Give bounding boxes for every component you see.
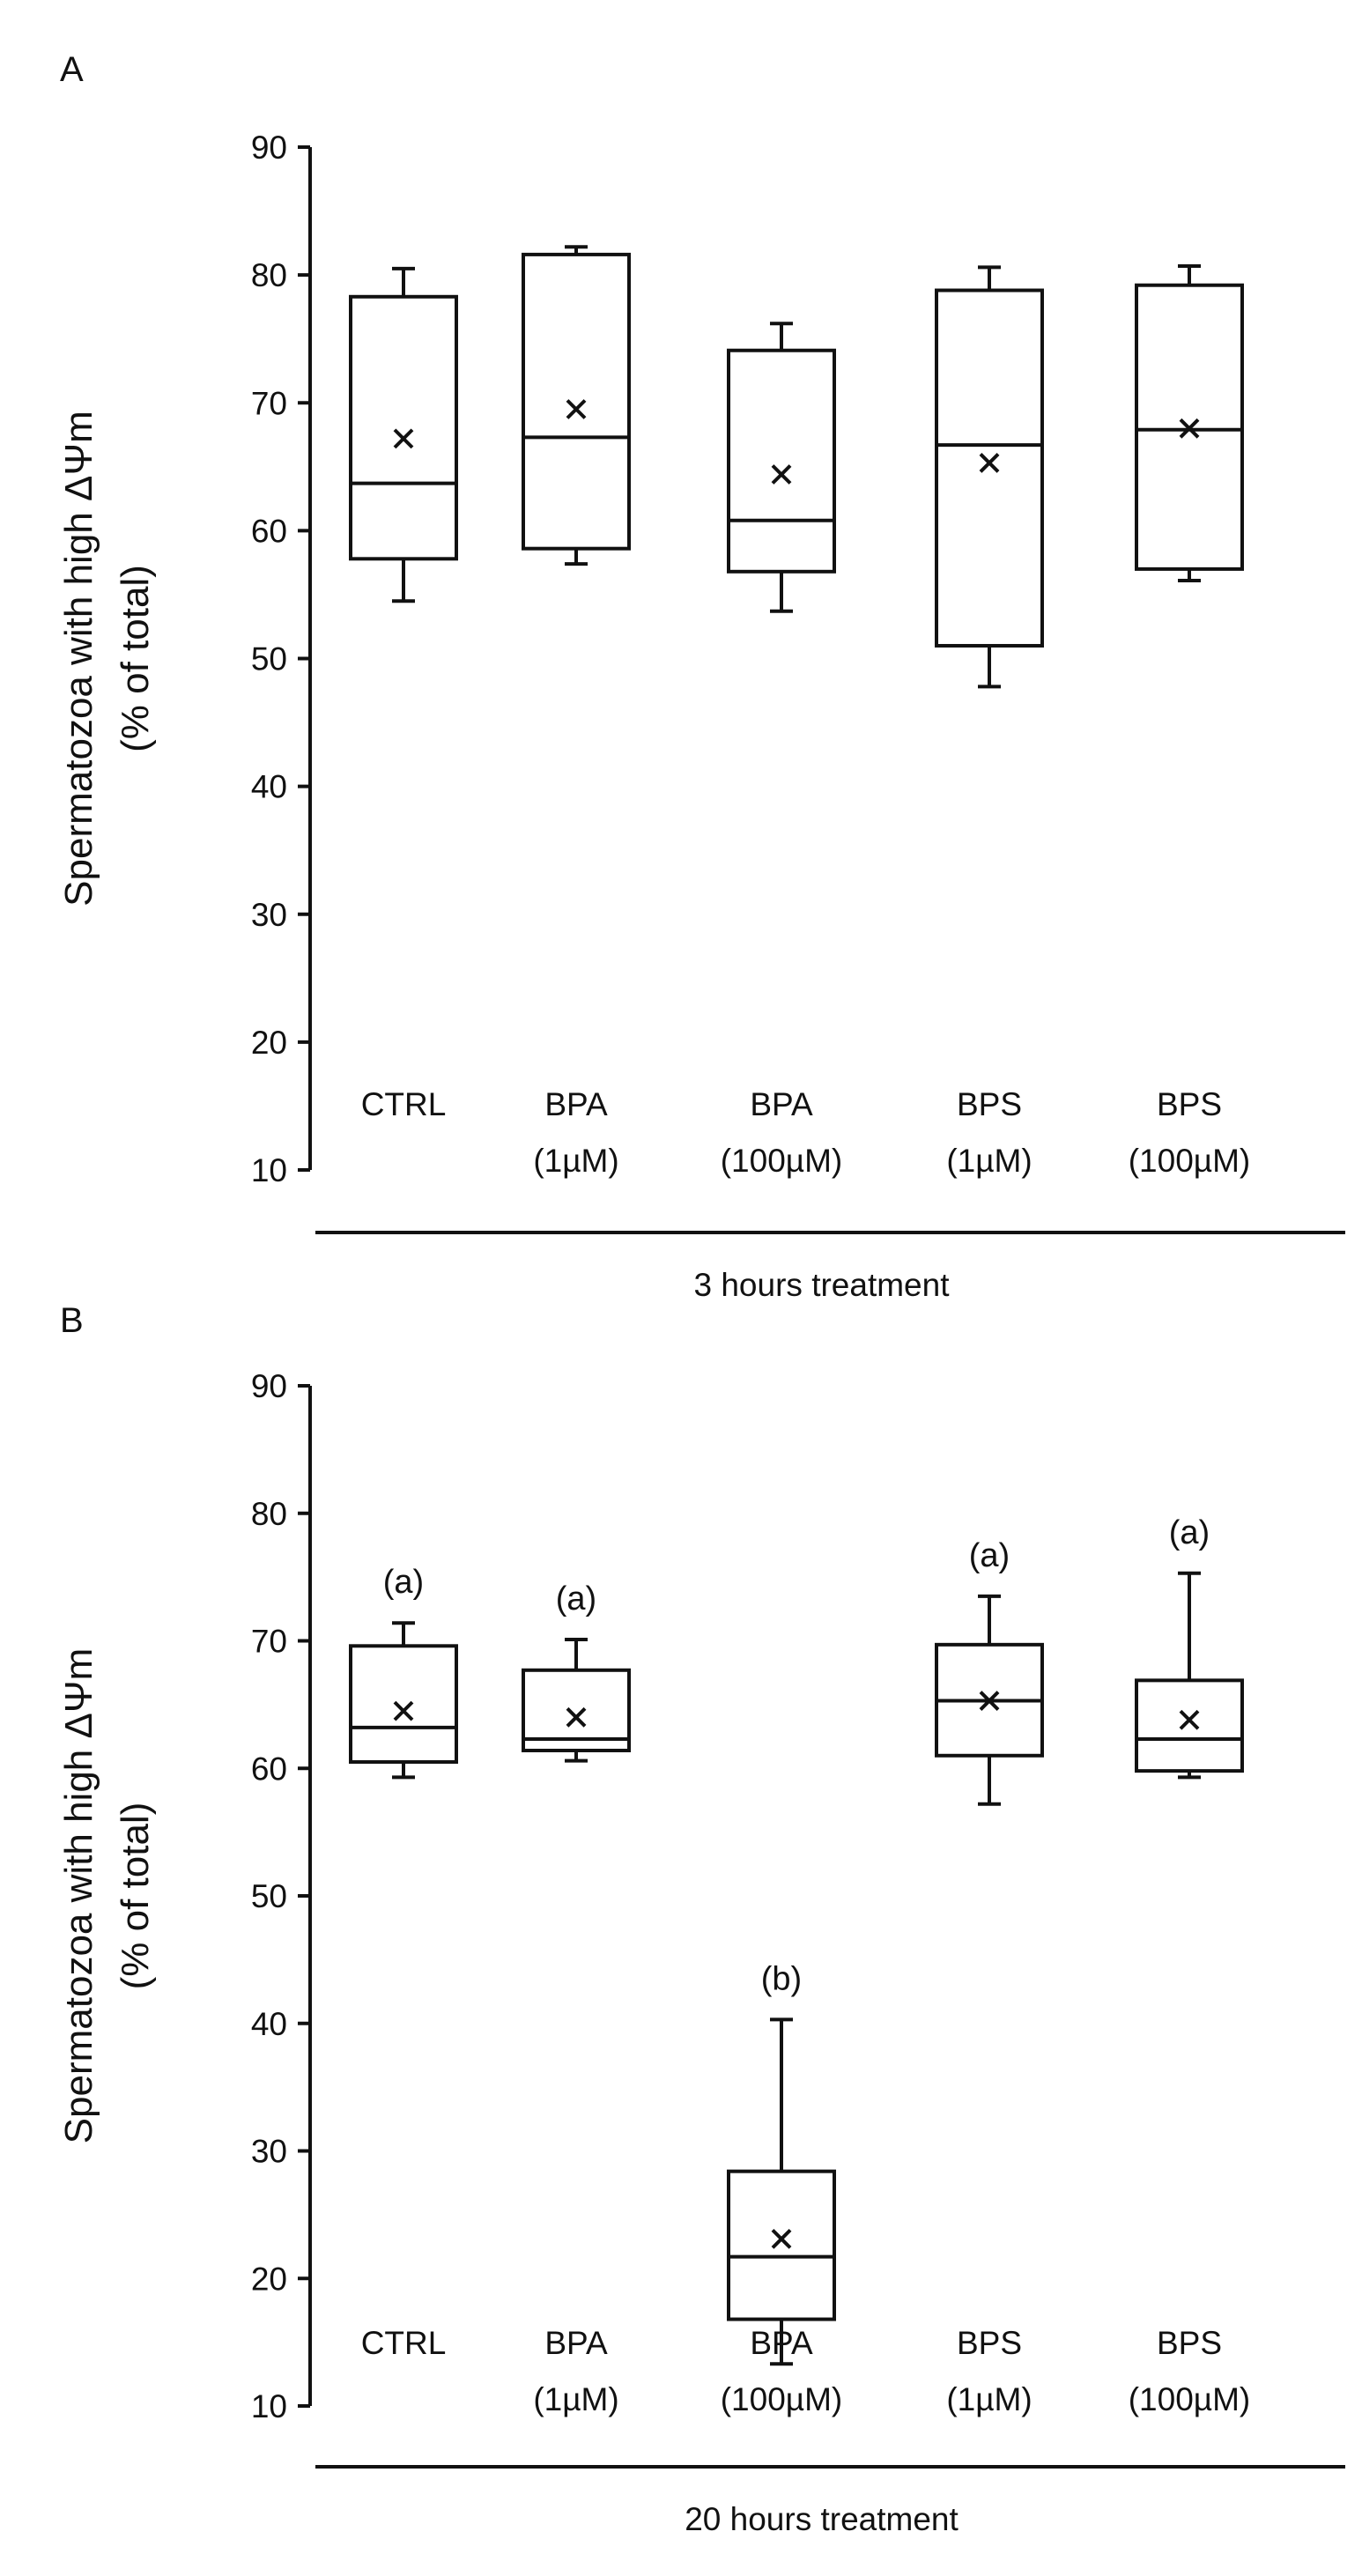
panel-1-box-0-mean-marker bbox=[393, 1700, 414, 1721]
panel-1-box-3-mean-marker bbox=[979, 1691, 1000, 1711]
panel-1-box-1-iqr bbox=[522, 1668, 631, 1752]
panel-0-category-3-line2: (1µM) bbox=[946, 1143, 1032, 1179]
panel-0-ytick-label-30: 30 bbox=[251, 897, 287, 933]
panel-1-box-2-significance: (b) bbox=[761, 1960, 802, 1997]
panel-0-category-4-line2: (100µM) bbox=[1129, 1143, 1251, 1179]
panel-1-box-0-iqr bbox=[349, 1644, 458, 1765]
panel-1-category-3-line2: (1µM) bbox=[946, 2381, 1032, 2417]
panel-1-box-1-mean-marker bbox=[566, 1706, 587, 1728]
panel-0-group-label: 3 hours treatment bbox=[694, 1267, 951, 1303]
panel-0-ytick-label-60: 60 bbox=[251, 513, 287, 549]
panel-1-ytick-label-70: 70 bbox=[251, 1624, 287, 1660]
panel-1-ytick-label-40: 40 bbox=[251, 2006, 287, 2042]
panel-0-box-4-mean-marker bbox=[1179, 418, 1200, 439]
panel-0-category-1-line1: BPA bbox=[544, 1086, 608, 1122]
panel-0-ytick-label-80: 80 bbox=[251, 257, 287, 293]
panel-0-label: A bbox=[60, 50, 84, 89]
panel-0-ytick-label-10: 10 bbox=[251, 1152, 287, 1188]
panel-1-ytick-label-10: 10 bbox=[251, 2388, 287, 2424]
panel-0-ylabel-line1: Spermatozoa with high ΔΨm bbox=[57, 411, 100, 907]
panel-1-box-2-mean-marker bbox=[771, 2228, 792, 2249]
panel-0-box-3-mean-marker bbox=[979, 453, 1000, 473]
panel-1-ytick-label-20: 20 bbox=[251, 2261, 287, 2297]
panel-1-box-4-significance: (a) bbox=[1169, 1514, 1210, 1551]
panel-0-ytick-label-50: 50 bbox=[251, 641, 287, 677]
panel-1-ytick-label-60: 60 bbox=[251, 1751, 287, 1787]
panel-0-ylabel-line2: (% of total) bbox=[114, 565, 157, 752]
panel-1-category-4-line2: (100µM) bbox=[1129, 2381, 1251, 2417]
panel-0-category-4-line1: BPS bbox=[1157, 1086, 1222, 1122]
panel-0-box-2-iqr bbox=[727, 348, 836, 574]
panel-1-ytick-label-80: 80 bbox=[251, 1496, 287, 1532]
panel-0-ytick-label-40: 40 bbox=[251, 769, 287, 805]
panel-1-label: B bbox=[60, 1301, 84, 1340]
panel-1-category-2-line2: (100µM) bbox=[721, 2381, 843, 2417]
panel-0-box-0-mean-marker bbox=[393, 428, 414, 449]
panel-1-category-0-line1: CTRL bbox=[361, 2325, 447, 2361]
panel-0-ytick-label-70: 70 bbox=[251, 385, 287, 421]
panel-1-category-4-line1: BPS bbox=[1157, 2325, 1222, 2361]
panel-0-category-3-line1: BPS bbox=[957, 1086, 1022, 1122]
panel-1-box-4-mean-marker bbox=[1179, 1709, 1200, 1730]
panel-1-ytick-label-50: 50 bbox=[251, 1878, 287, 1914]
panel-1-ylabel-line1: Spermatozoa with high ΔΨm bbox=[57, 1648, 100, 2144]
panel-0-category-0-line1: CTRL bbox=[361, 1086, 447, 1122]
panel-0-box-3-iqr bbox=[935, 288, 1044, 648]
panel-1-box-1-significance: (a) bbox=[556, 1580, 596, 1617]
panel-1-ytick-label-30: 30 bbox=[251, 2134, 287, 2170]
panel-0-ytick-label-90: 90 bbox=[251, 130, 287, 166]
panel-0-box-1-iqr bbox=[522, 252, 631, 551]
panel-0-box-1-mean-marker bbox=[566, 399, 587, 419]
panel-0-category-1-line2: (1µM) bbox=[533, 1143, 618, 1179]
panel-0-category-2-line2: (100µM) bbox=[721, 1143, 843, 1179]
panel-1-group-label: 20 hours treatment bbox=[685, 2501, 959, 2537]
panel-1-category-1-line1: BPA bbox=[544, 2325, 608, 2361]
panel-1-category-1-line2: (1µM) bbox=[533, 2381, 618, 2417]
panel-0-category-2-line1: BPA bbox=[750, 1086, 813, 1122]
panel-1-ytick-label-90: 90 bbox=[251, 1368, 287, 1404]
panel-1-box-3-significance: (a) bbox=[969, 1537, 1010, 1574]
panel-0-box-2-mean-marker bbox=[771, 464, 792, 485]
panel-1-box-4-iqr bbox=[1135, 1678, 1244, 1773]
panel-0-ytick-label-20: 20 bbox=[251, 1025, 287, 1061]
panel-1-box-2-iqr bbox=[727, 2169, 836, 2321]
panel-1-category-3-line1: BPS bbox=[957, 2325, 1022, 2361]
panel-1-ylabel-line2: (% of total) bbox=[114, 1802, 157, 1990]
panel-0-box-0-iqr bbox=[349, 294, 458, 561]
panel-1-box-0-significance: (a) bbox=[383, 1564, 424, 1601]
